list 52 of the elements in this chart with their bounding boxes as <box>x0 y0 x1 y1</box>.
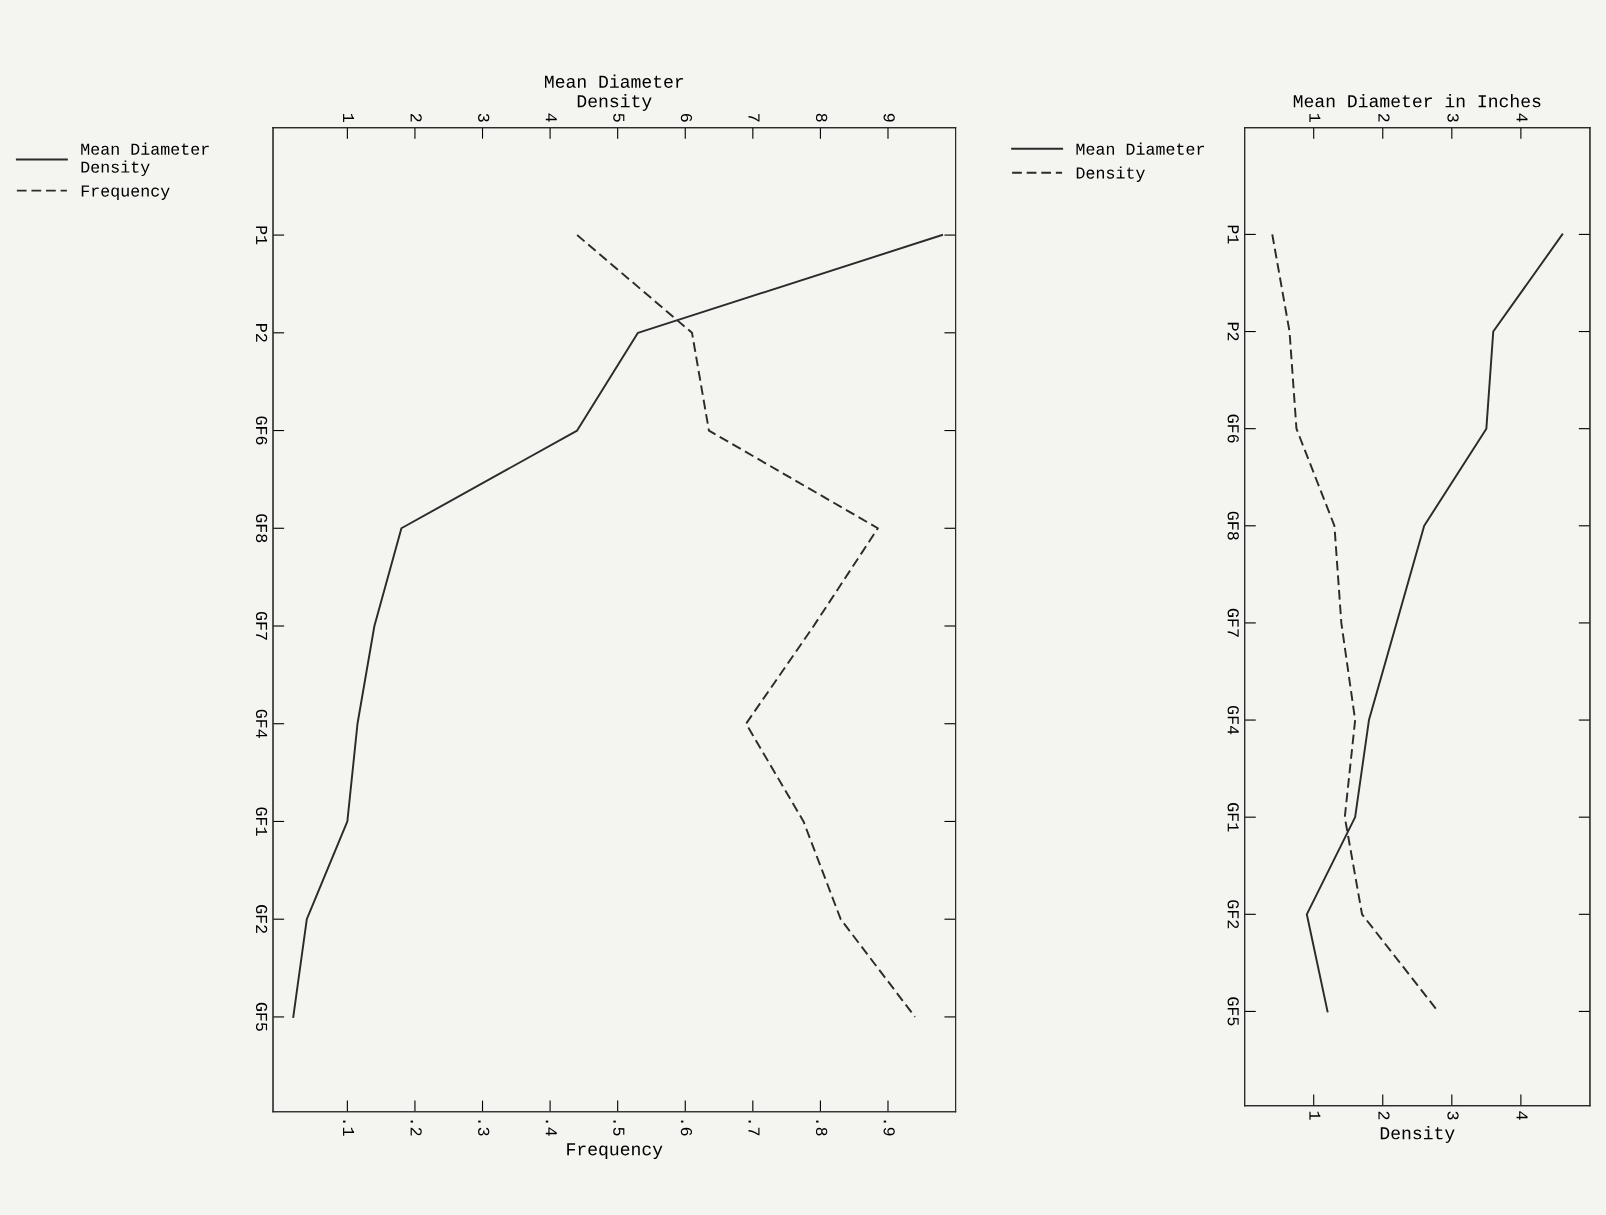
y-tick-label: P1 <box>256 226 268 245</box>
y-tick-label: GF6 <box>1227 414 1239 443</box>
x2-tick-label: 9 <box>883 113 895 122</box>
x2-tick-label: 4 <box>545 113 557 122</box>
x-tick-label: .4 <box>545 1120 557 1136</box>
legend-label: Density <box>1076 166 1145 182</box>
x-tick-label: .5 <box>613 1120 625 1136</box>
x2-tick-label: 4 <box>1516 113 1528 122</box>
y-tick-label: GF5 <box>1227 997 1239 1026</box>
y-tick-label: GF2 <box>255 905 268 934</box>
y-tick-label: GF7 <box>255 611 268 640</box>
x2-tick-label: 2 <box>410 113 422 122</box>
x-tick-label: .8 <box>815 1120 828 1136</box>
x-tick-label: .2 <box>410 1120 422 1136</box>
y-tick-label: GF5 <box>255 1002 268 1031</box>
y-tick-label: GF1 <box>255 807 268 836</box>
x-tick-label: .6 <box>680 1120 693 1136</box>
legend-label: Mean Diameter Density <box>81 142 209 177</box>
x2-tick-label: 2 <box>1378 113 1390 122</box>
y-tick-label: GF1 <box>1227 803 1239 832</box>
y-tick-label: P2 <box>256 324 268 342</box>
x2-tick-label: 7 <box>748 114 760 122</box>
x2-axis-title: Mean Diameter in Inches <box>1293 94 1541 108</box>
x-tick-label: 1 <box>1309 1111 1321 1120</box>
x2-tick-label: 3 <box>1447 113 1459 122</box>
x-axis-title: Density <box>1380 1126 1455 1143</box>
x-axis-title: Frequency <box>567 1143 663 1159</box>
y-tick-label: GF4 <box>255 709 268 738</box>
y-tick-label: P1 <box>1227 225 1239 244</box>
x-tick-label: .3 <box>478 1120 490 1136</box>
x-tick-label: 3 <box>1447 1111 1459 1120</box>
x2-tick-label: 1 <box>343 113 355 122</box>
legend-label: Mean Diameter <box>1076 142 1204 155</box>
y-tick-label: GF2 <box>1227 900 1239 929</box>
y-tick-label: GF7 <box>1227 608 1239 637</box>
x2-axis-title: Mean Diameter Density <box>545 74 684 111</box>
x-tick-label: 2 <box>1378 1111 1390 1120</box>
x2-tick-label: 6 <box>680 113 693 122</box>
x2-tick-label: 3 <box>478 113 490 122</box>
y-tick-label: GF6 <box>255 416 268 445</box>
x-tick-label: 4 <box>1516 1111 1528 1120</box>
legend-label: Frequency <box>81 185 170 200</box>
y-tick-label: GF8 <box>255 514 268 543</box>
x-tick-label: .9 <box>883 1120 895 1136</box>
y-tick-label: GF4 <box>1227 705 1239 735</box>
y-tick-label: GF8 <box>1227 511 1239 540</box>
x2-tick-label: 8 <box>815 113 828 122</box>
x2-tick-label: 5 <box>613 113 625 122</box>
x-tick-label: .7 <box>748 1120 760 1136</box>
y-tick-label: P2 <box>1227 322 1239 341</box>
x2-tick-label: 1 <box>1309 113 1321 122</box>
x-tick-label: .1 <box>343 1120 355 1136</box>
